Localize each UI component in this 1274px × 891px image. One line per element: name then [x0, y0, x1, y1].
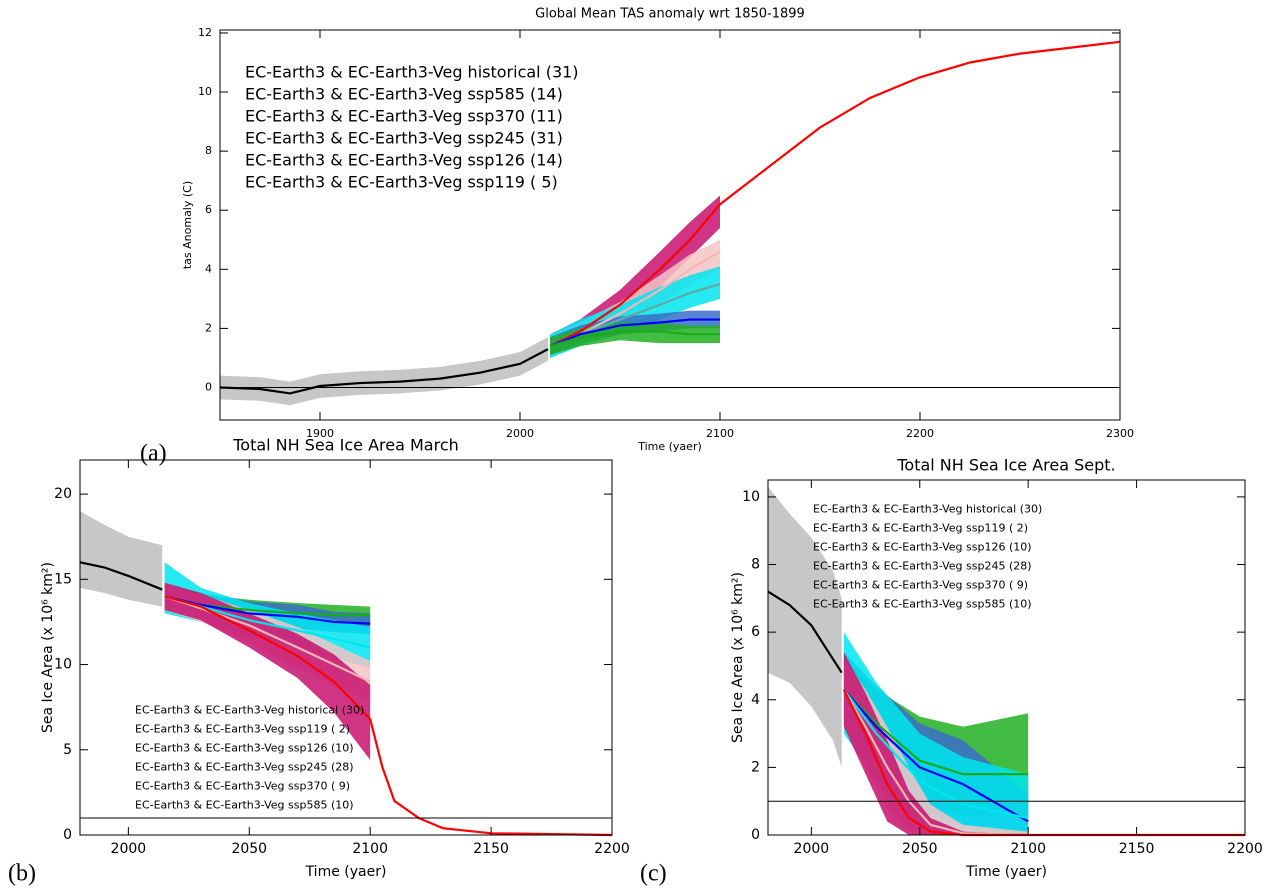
- plot-frame: [79, 459, 613, 836]
- y-axis-label: tas Anomaly (C): [181, 181, 194, 269]
- panel-label: (a): [140, 441, 167, 467]
- x-tick-label: 2150: [1119, 841, 1155, 857]
- y-axis-label: Sea Ice Area (x 10⁶ km²): [730, 572, 746, 743]
- chart-title: Global Mean TAS anomaly wrt 1850-1899: [535, 7, 805, 22]
- legend-entry: EC-Earth3 & EC-Earth3-Veg historical (30…: [135, 704, 364, 717]
- y-tick-label: 8: [205, 144, 212, 157]
- y-tick-label: 8: [751, 557, 760, 573]
- series-line: [164, 595, 371, 683]
- y-tick-label: 10: [54, 657, 72, 673]
- series-line: [843, 688, 1029, 820]
- x-tick-label: 2300: [1106, 427, 1134, 440]
- legend-entry: EC-Earth3 & EC-Earth3-Veg ssp119 ( 5): [245, 173, 558, 192]
- x-tick-label: 2200: [1227, 841, 1263, 857]
- series-line: [164, 595, 371, 625]
- legend-entry: EC-Earth3 & EC-Earth3-Veg ssp245 (31): [245, 129, 563, 148]
- range-band: [220, 337, 548, 406]
- legend-entry: EC-Earth3 & EC-Earth3-Veg ssp370 (11): [245, 107, 563, 126]
- x-tick-label: 2050: [231, 841, 267, 857]
- legend-entry: EC-Earth3 & EC-Earth3-Veg ssp126 (10): [813, 541, 1032, 554]
- x-tick-label: 2100: [1010, 841, 1046, 857]
- y-tick-label: 20: [54, 486, 72, 502]
- range-band: [80, 511, 163, 607]
- y-tick-label: 15: [54, 571, 72, 587]
- x-tick-label: 1900: [306, 427, 334, 440]
- y-tick-label: 6: [205, 203, 212, 216]
- chart-title: Total NH Sea Ice Area March: [232, 436, 459, 455]
- x-tick-label: 2050: [902, 841, 938, 857]
- legend-entry: EC-Earth3 & EC-Earth3-Veg ssp585 (10): [813, 598, 1032, 611]
- x-tick-label: 2100: [352, 841, 388, 857]
- range-band: [164, 582, 371, 760]
- y-tick-label: 0: [205, 381, 212, 394]
- y-axis-label: Sea Ice Area (x 10⁶ km²): [40, 562, 56, 733]
- legend-entry: EC-Earth3 & EC-Earth3-Veg ssp585 (14): [245, 85, 563, 104]
- legend-entry: EC-Earth3 & EC-Earth3-Veg ssp370 ( 9): [813, 579, 1028, 592]
- x-axis-label: Time (yaer): [637, 440, 702, 453]
- y-tick-label: 6: [751, 624, 760, 640]
- plot-frame: [767, 479, 1246, 836]
- legend-entry: EC-Earth3 & EC-Earth3-Veg historical (30…: [813, 503, 1042, 516]
- y-tick-label: 4: [751, 692, 760, 708]
- legend-entry: EC-Earth3 & EC-Earth3-Veg ssp119 ( 2): [135, 723, 350, 736]
- legend-entry: EC-Earth3 & EC-Earth3-Veg ssp126 (10): [135, 742, 354, 755]
- series-line: [767, 590, 843, 674]
- series-line: [79, 561, 163, 591]
- y-tick-label: 4: [205, 262, 212, 275]
- y-tick-label: 0: [751, 827, 760, 843]
- legend-entry: EC-Earth3 & EC-Earth3-Veg ssp370 ( 9): [135, 780, 350, 793]
- x-tick-label: 2000: [794, 841, 830, 857]
- x-axis-label: Time (yaer): [965, 864, 1047, 880]
- chart-title: Total NH Sea Ice Area Sept.: [896, 456, 1115, 475]
- x-tick-label: 2200: [906, 427, 934, 440]
- x-tick-label: 2200: [594, 841, 630, 857]
- x-tick-label: 2000: [111, 841, 147, 857]
- y-tick-label: 5: [63, 742, 72, 758]
- series-line: [164, 595, 613, 837]
- panel-label: (c): [640, 861, 667, 887]
- legend-entry: EC-Earth3 & EC-Earth3-Veg historical (31…: [245, 63, 579, 82]
- y-tick-label: 2: [205, 321, 212, 334]
- y-tick-label: 2: [751, 759, 760, 775]
- x-tick-label: 2000: [506, 427, 534, 440]
- x-tick-label: 2150: [473, 841, 509, 857]
- y-tick-label: 10: [198, 85, 212, 98]
- series-line: [549, 40, 1121, 348]
- legend-entry: EC-Earth3 & EC-Earth3-Veg ssp126 (14): [245, 151, 563, 170]
- series-line: [549, 330, 720, 348]
- series-line: [549, 318, 720, 348]
- range-band: [768, 486, 842, 768]
- x-axis-label: Time (yaer): [305, 864, 387, 880]
- y-tick-label: 10: [742, 489, 760, 505]
- panel-label: (b): [8, 861, 36, 887]
- x-tick-label: 2100: [706, 427, 734, 440]
- y-tick-label: 0: [63, 827, 72, 843]
- y-tick-label: 12: [198, 26, 212, 39]
- legend-entry: EC-Earth3 & EC-Earth3-Veg ssp585 (10): [135, 799, 354, 812]
- plot-frame: [219, 29, 1121, 421]
- legend-entry: EC-Earth3 & EC-Earth3-Veg ssp245 (28): [813, 560, 1032, 573]
- series-line: [219, 348, 549, 395]
- series-line: [843, 688, 1029, 823]
- legend-entry: EC-Earth3 & EC-Earth3-Veg ssp245 (28): [135, 761, 354, 774]
- legend-entry: EC-Earth3 & EC-Earth3-Veg ssp119 ( 2): [813, 522, 1028, 535]
- series-line: [843, 688, 1029, 776]
